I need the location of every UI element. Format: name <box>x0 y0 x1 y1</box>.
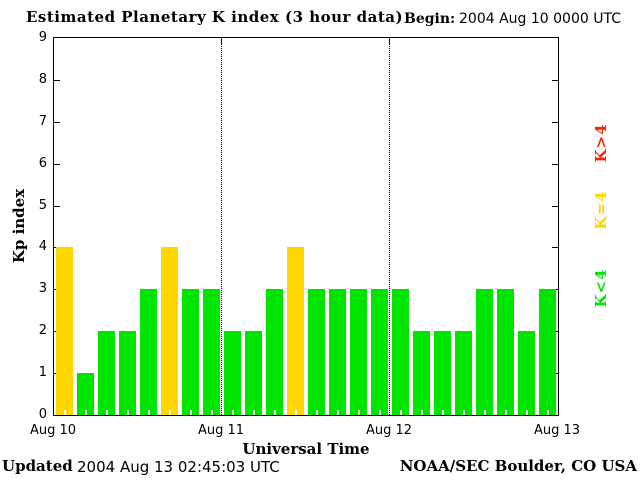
y-tick-mark <box>54 164 60 165</box>
x-major-tick-mark <box>389 38 390 45</box>
x-minor-tick-mark <box>483 410 486 415</box>
kp-bar <box>56 247 73 415</box>
kp-bar <box>77 373 94 415</box>
x-minor-tick-mark <box>546 410 549 415</box>
credit-text: NOAA/SEC Boulder, CO USA <box>399 457 637 475</box>
legend-label: K=4 <box>592 190 610 230</box>
x-minor-tick-mark <box>273 410 276 415</box>
kp-bar <box>329 289 346 415</box>
x-minor-tick-mark <box>420 410 423 415</box>
y-tick-mark <box>54 80 60 81</box>
x-tick-label: Aug 13 <box>533 423 581 438</box>
updated-timestamp: 2004 Aug 13 02:45:03 UTC <box>77 458 280 476</box>
x-minor-tick-mark <box>357 410 360 415</box>
x-minor-tick-mark <box>126 410 129 415</box>
begin-value: 2004 Aug 10 0000 UTC <box>459 11 621 27</box>
y-tick-mark <box>552 122 558 123</box>
kp-bar <box>266 289 283 415</box>
x-tick-label: Aug 10 <box>29 423 77 438</box>
x-minor-tick-mark <box>105 410 108 415</box>
x-minor-tick-mark <box>147 410 150 415</box>
y-tick-label: 5 <box>38 198 47 213</box>
y-tick-label: 0 <box>38 407 47 422</box>
x-minor-tick-mark <box>525 410 528 415</box>
x-minor-tick-mark <box>336 410 339 415</box>
x-minor-tick-mark <box>63 410 66 415</box>
kp-bar <box>518 331 535 415</box>
y-tick-label: 2 <box>38 323 47 338</box>
kp-bar <box>203 289 220 415</box>
kp-bar <box>140 289 157 415</box>
x-minor-tick-mark <box>294 410 297 415</box>
kp-bar <box>434 331 451 415</box>
x-tick-label: Aug 12 <box>365 423 413 438</box>
x-major-tick-mark <box>221 38 222 45</box>
y-tick-label: 8 <box>38 72 47 87</box>
legend-label: K>4 <box>592 123 610 163</box>
kp-bar <box>308 289 325 415</box>
x-minor-tick-mark <box>84 410 87 415</box>
y-tick-mark <box>552 206 558 207</box>
chart-title: Estimated Planetary K index (3 hour data… <box>26 8 404 26</box>
day-boundary-gridline <box>221 38 222 415</box>
y-tick-mark <box>552 164 558 165</box>
x-tick-label: Aug 11 <box>197 423 245 438</box>
x-minor-tick-mark <box>378 410 381 415</box>
x-minor-tick-mark <box>504 410 507 415</box>
kp-bar <box>119 331 136 415</box>
x-minor-tick-mark <box>189 410 192 415</box>
kp-bar <box>98 331 115 415</box>
kp-bar <box>539 289 556 415</box>
kp-bar <box>455 331 472 415</box>
begin-label: Begin: <box>404 11 456 27</box>
kp-bar <box>371 289 388 415</box>
kp-bar <box>161 247 178 415</box>
x-minor-tick-mark <box>462 410 465 415</box>
y-tick-label: 4 <box>38 239 47 254</box>
plot-area <box>53 37 559 416</box>
y-tick-mark <box>54 206 60 207</box>
kp-bar <box>350 289 367 415</box>
y-tick-label: 3 <box>38 281 47 296</box>
y-tick-label: 9 <box>38 30 47 45</box>
y-tick-mark <box>552 80 558 81</box>
y-tick-mark <box>54 122 60 123</box>
y-tick-mark <box>552 247 558 248</box>
y-tick-label: 7 <box>38 114 47 129</box>
y-tick-label: 6 <box>38 156 47 171</box>
kp-bar <box>392 289 409 415</box>
kp-bar <box>245 331 262 415</box>
kp-bar <box>224 331 241 415</box>
x-minor-tick-mark <box>315 410 318 415</box>
kp-bar <box>287 247 304 415</box>
kp-bar <box>182 289 199 415</box>
y-tick-label: 1 <box>38 365 47 380</box>
kp-bar <box>413 331 430 415</box>
x-minor-tick-mark <box>231 410 234 415</box>
kp-bar <box>476 289 493 415</box>
x-minor-tick-mark <box>210 410 213 415</box>
x-minor-tick-mark <box>168 410 171 415</box>
x-minor-tick-mark <box>441 410 444 415</box>
x-axis-title: Universal Time <box>242 440 370 458</box>
kp-bar <box>497 289 514 415</box>
legend-label: K<4 <box>592 268 610 308</box>
x-minor-tick-mark <box>252 410 255 415</box>
day-boundary-gridline <box>389 38 390 415</box>
x-minor-tick-mark <box>399 410 402 415</box>
updated-label: Updated <box>2 457 73 475</box>
